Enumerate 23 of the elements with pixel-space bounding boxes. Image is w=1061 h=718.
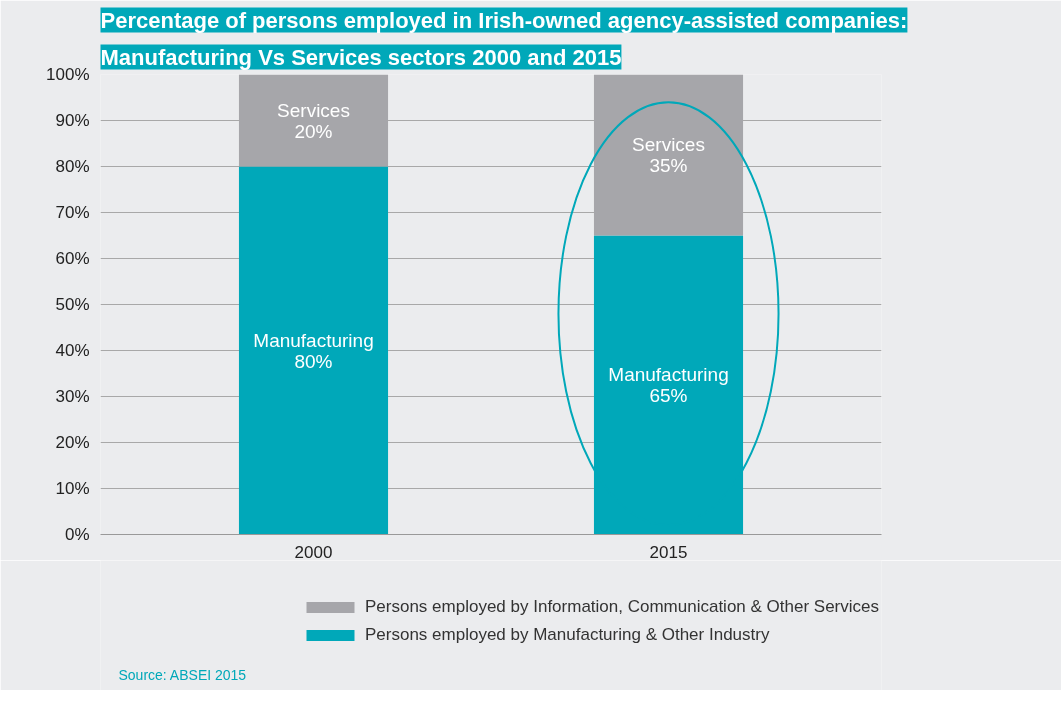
y-tick-label: 100% xyxy=(46,65,90,84)
bar xyxy=(238,166,389,535)
y-tick-label: 80% xyxy=(55,157,90,176)
text: Services 20% xyxy=(277,99,350,142)
y-tick-label: 60% xyxy=(55,249,90,268)
x-tick-label: 2015 xyxy=(649,542,688,562)
y-tick-label: 0% xyxy=(64,525,90,544)
text: Manufacturing 80% xyxy=(253,329,374,372)
y-tick-label: 30% xyxy=(55,387,90,406)
y-tick-label: 20% xyxy=(55,433,90,452)
y-tick-label: 70% xyxy=(55,203,90,222)
chart-title: Percentage of persons employed in Irish-owned agency-assisted companies: xyxy=(100,7,908,33)
legend-label: Persons employed by Manufacturing & Other Industry xyxy=(365,625,770,645)
text: Services 35% xyxy=(632,134,705,176)
legend-label: Persons employed by Information, Communication & Other Services xyxy=(365,597,880,617)
x-tick-label: 2000 xyxy=(294,542,333,562)
y-tick-label: 40% xyxy=(55,341,90,360)
source-note: Source: ABSEI 2015 xyxy=(118,666,247,683)
y-tick-label: 50% xyxy=(55,295,90,314)
y-tick-label: 10% xyxy=(55,479,90,498)
chart-subtitle: Manufacturing Vs Services sectors 2000 and 2015 xyxy=(100,44,622,70)
text: Manufacturing 65% xyxy=(608,364,729,406)
y-tick-label: 90% xyxy=(55,111,90,130)
